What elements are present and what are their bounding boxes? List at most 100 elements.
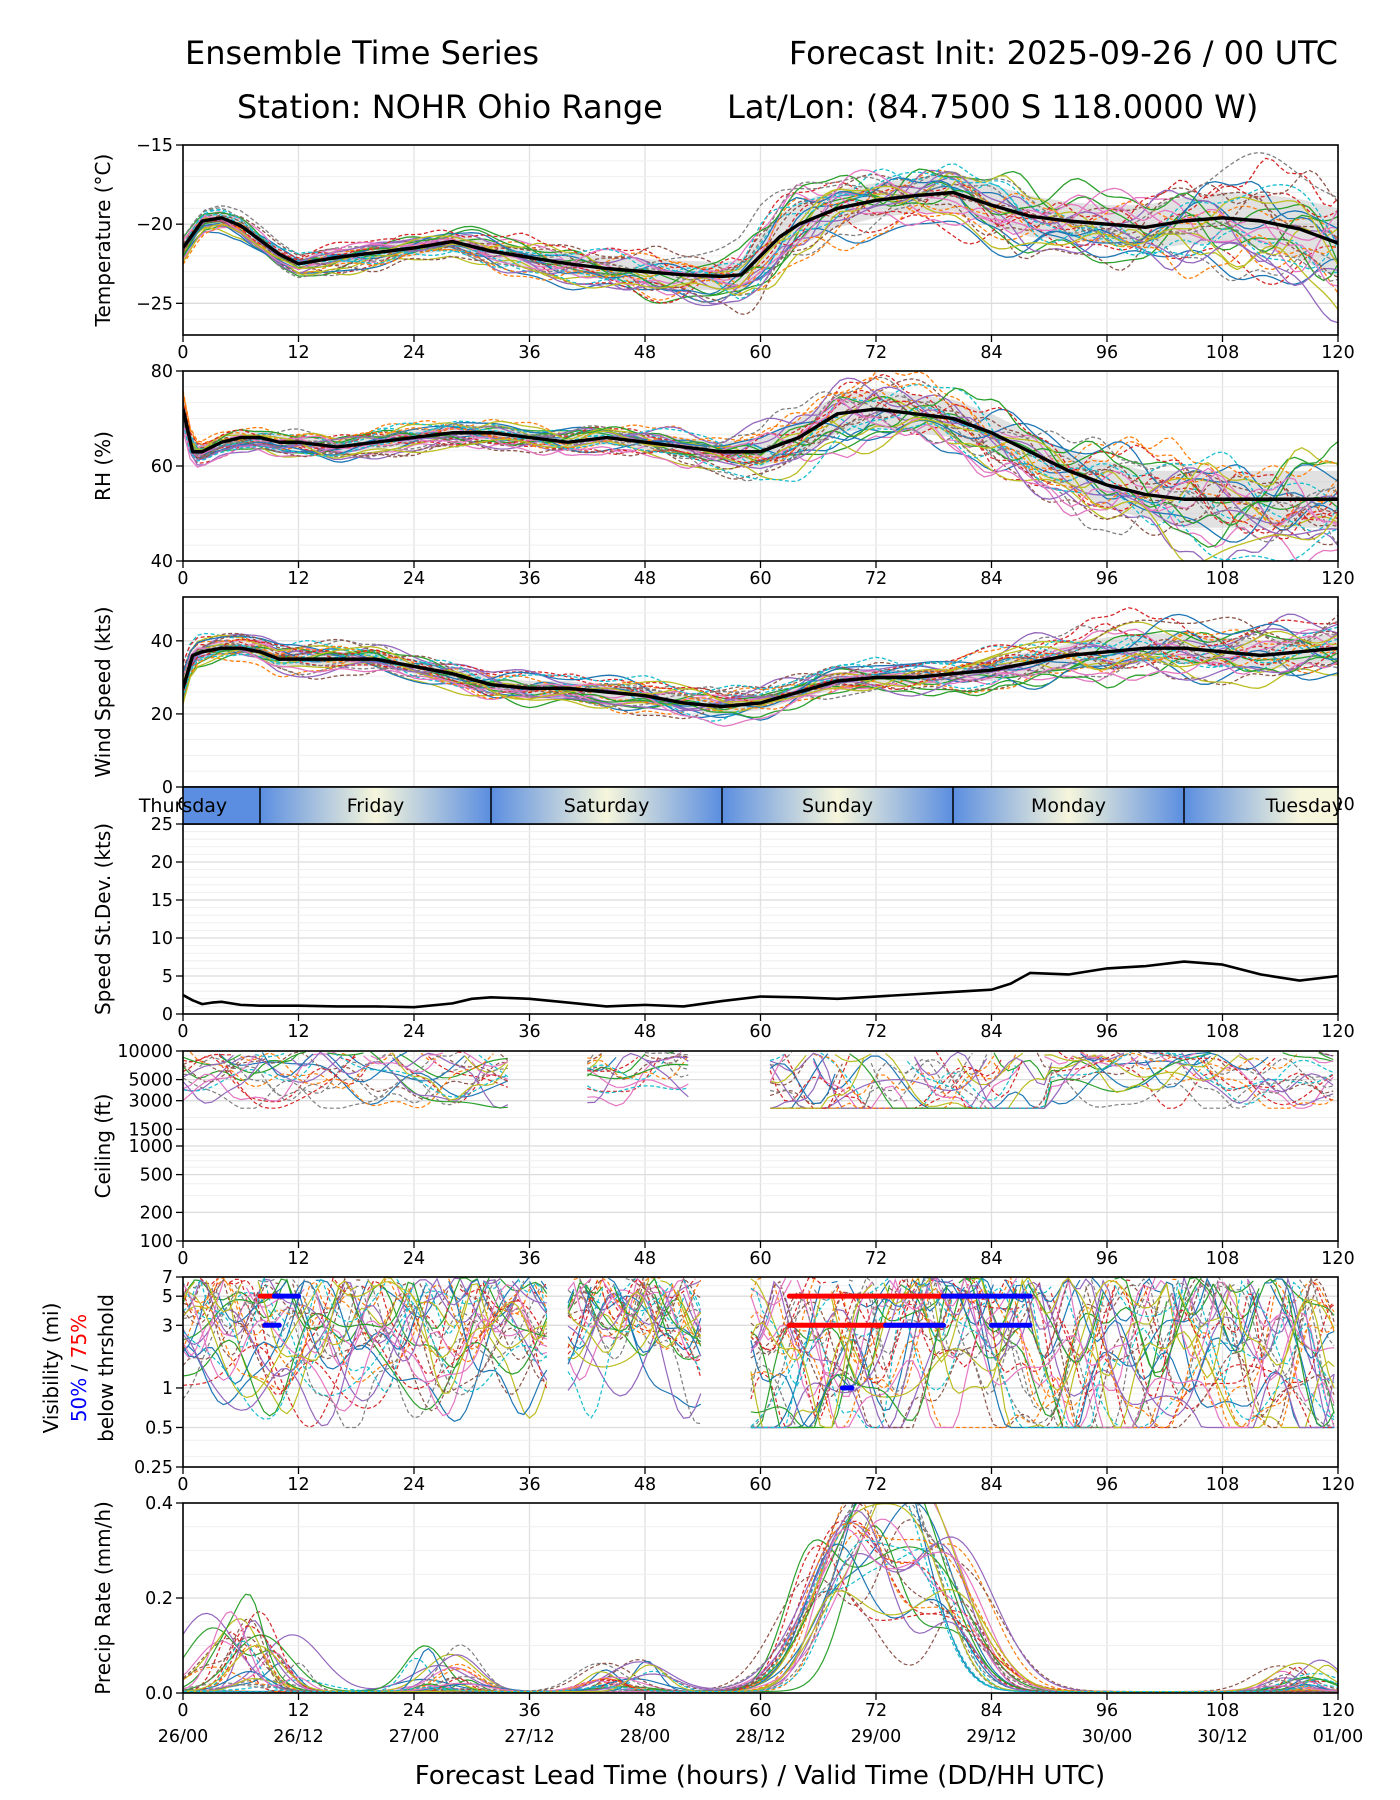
y-axis-label: Temperature (°C) [91, 154, 115, 328]
ensemble-member-line [183, 632, 1338, 704]
ensemble-member-line [183, 632, 1338, 711]
visibility-ylabel: Visibility (mi) 50% / 75% below thrshold [39, 1294, 118, 1442]
visibility-member-line [631, 1278, 702, 1359]
visibility-member-line [211, 1278, 548, 1429]
ceiling-member-line [189, 1051, 494, 1109]
y-tick-label: 40 [151, 552, 173, 572]
y-tick-label: 1 [162, 1379, 173, 1399]
y-tick-label: 0 [162, 778, 173, 798]
x-tick-label: 72 [865, 569, 887, 589]
visibility-member-line [831, 1280, 838, 1284]
visibility-member-line [1126, 1279, 1133, 1282]
visibility-member-line [900, 1277, 1018, 1392]
x-tick-label: 36 [518, 1022, 540, 1042]
ceiling-member-line [885, 1052, 1240, 1109]
visibility-member-line [1114, 1284, 1185, 1318]
x-tick-label: 36 [518, 1249, 540, 1269]
x-tick-label: 84 [980, 1701, 1002, 1721]
valid-tick-0: 26/00 [158, 1727, 208, 1747]
x-tick-label: 120 [1321, 1249, 1354, 1269]
ceiling-member-line [587, 1063, 689, 1080]
visibility-member-line [567, 1296, 592, 1349]
visibility-member-line [511, 1280, 547, 1304]
ceiling-member-line [1318, 1052, 1334, 1061]
x-tick-label: 48 [634, 1475, 656, 1495]
visibility-member-line [183, 1284, 242, 1400]
ceiling-member-line [457, 1051, 465, 1054]
visibility-ylabel-line2: 50% / 75% [67, 1314, 91, 1422]
ceiling-member-line [1080, 1051, 1103, 1059]
spread-band [183, 173, 1338, 291]
x-tick-label: 24 [403, 343, 425, 363]
visibility-member-line [750, 1277, 787, 1351]
visibility-member-line [1021, 1277, 1225, 1429]
ceiling-member-line [587, 1085, 689, 1094]
visibility-member-line [865, 1287, 1116, 1396]
visibility-member-line [567, 1288, 575, 1304]
y-tick-label: 0.0 [145, 1684, 173, 1704]
y-tick-label: 20 [151, 853, 173, 873]
x-tick-label: 48 [634, 343, 656, 363]
day-label-sunday: Sunday [802, 795, 873, 817]
ceiling-member-line [1238, 1053, 1334, 1093]
plot-area [183, 607, 1338, 727]
ceiling-member-line [240, 1051, 393, 1090]
visibility-member-line [567, 1278, 592, 1307]
x-tick-label: 0 [177, 1249, 188, 1269]
ceiling-member-line [1239, 1056, 1254, 1061]
visibility-member-line [183, 1281, 219, 1320]
visibility-member-line [1194, 1286, 1335, 1421]
visibility-member-line [1235, 1297, 1335, 1389]
ensemble-member-line [183, 151, 1338, 275]
figure-title-left: Ensemble Time Series [185, 34, 539, 72]
x-tick-label: 72 [865, 1249, 887, 1269]
visibility-member-line [613, 1282, 673, 1312]
x-tick-label: 120 [1321, 1701, 1354, 1721]
x-tick-label: 60 [749, 343, 771, 363]
x-tick-label: 108 [1206, 1022, 1239, 1042]
y-axis-label: RH (%) [91, 431, 115, 501]
y-tick-label: 0 [162, 1005, 173, 1025]
x-tick-label: 60 [749, 1249, 771, 1269]
visibility-member-line [659, 1279, 702, 1329]
ceiling-member-line [391, 1052, 509, 1109]
ceiling-member-line [1036, 1052, 1139, 1082]
x-tick-label: 108 [1206, 1701, 1239, 1721]
y-tick-label: 40 [151, 632, 173, 652]
visibility-member-line [332, 1280, 547, 1359]
visibility-member-line [448, 1278, 531, 1339]
ensemble-member-line [183, 192, 1338, 287]
ceiling-member-line [183, 1057, 263, 1104]
visibility-member-line [183, 1277, 386, 1420]
visibility-member-line [584, 1287, 702, 1357]
precip-member-line [183, 1539, 1338, 1693]
x-tick-label: 96 [1096, 1701, 1118, 1721]
ceiling-member-line [586, 1053, 646, 1077]
ceiling-member-line [399, 1053, 508, 1079]
visibility-member-line [1143, 1284, 1335, 1429]
x-tick-label: 12 [287, 343, 309, 363]
ensemble-member-line [183, 616, 1338, 695]
visibility-member-line [183, 1280, 305, 1385]
valid-tick-2: 27/00 [389, 1727, 439, 1747]
visibility-member-line [579, 1277, 604, 1294]
panel-0: −15 −20 −25 0 12 24 36 48 60 72 84 96 108 120 Temperat… [91, 136, 1355, 363]
ceiling-member-line [820, 1052, 1017, 1109]
ceiling-member-line [255, 1052, 285, 1058]
visibility-member-line [349, 1293, 548, 1411]
y-tick-label: 7 [162, 1268, 173, 1288]
ceiling-member-line [183, 1061, 314, 1092]
panel-2: 4020001224364860728496108120Wind Speed (… [91, 596, 1355, 815]
visibility-member-line [1264, 1278, 1335, 1359]
visibility-ylabel-line3: below thrshold [94, 1294, 118, 1442]
valid-tick-8: 30/00 [1082, 1727, 1132, 1747]
y-tick-label: 0.4 [145, 1494, 173, 1514]
plot-area [183, 1503, 1338, 1693]
figure-title-right: Forecast Init: 2025-09-26 / 00 UTC [789, 34, 1338, 72]
valid-tick-4: 28/00 [620, 1727, 670, 1747]
x-tick-label: 120 [1321, 569, 1354, 589]
visibility-member-line [540, 1280, 548, 1290]
visibility-member-line [1004, 1279, 1029, 1303]
ceiling-member-line [784, 1053, 1002, 1109]
y-tick-label: −20 [136, 215, 173, 235]
